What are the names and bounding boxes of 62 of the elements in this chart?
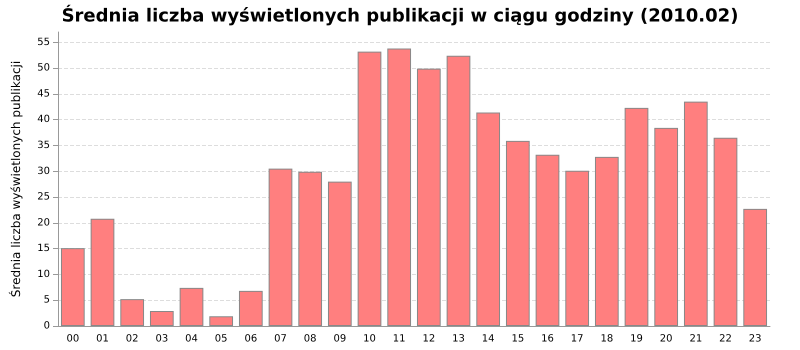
y-tick-label: 30 (37, 166, 50, 177)
bar (654, 128, 678, 326)
bar (90, 218, 114, 326)
x-tick-label: 17 (570, 334, 584, 344)
y-tick-label: 55 (37, 36, 50, 48)
x-tick-label: 09 (333, 334, 346, 344)
bar (506, 140, 530, 326)
bar (268, 168, 292, 326)
x-tick-label: 10 (363, 334, 376, 344)
y-tick-label: 25 (37, 192, 50, 203)
x-tick-label: 02 (126, 334, 139, 344)
y-tick-label: 40 (37, 114, 50, 126)
bar (684, 102, 708, 326)
x-tick-label: 23 (748, 334, 762, 344)
x-tick-label: 00 (66, 334, 80, 344)
y-axis-title: Średnia liczba wyświetlonych publikacji (8, 60, 23, 298)
y-tick-label: 45 (37, 88, 50, 100)
bar (743, 208, 768, 326)
y-tick-label: 35 (37, 140, 50, 151)
x-tick-label: 03 (155, 334, 168, 344)
x-tick-label: 14 (482, 334, 495, 344)
bar (476, 112, 500, 326)
x-tick-label: 18 (600, 334, 614, 344)
x-tick-label: 01 (96, 334, 109, 344)
bar (358, 52, 382, 326)
bar (565, 170, 590, 326)
x-tick-label: 20 (660, 334, 673, 344)
y-tick-label: 50 (37, 62, 50, 74)
y-tick-label: 10 (37, 268, 50, 280)
bar (446, 56, 470, 326)
y-tick-label: 5 (44, 294, 50, 306)
x-tick-label: 08 (304, 334, 317, 344)
x-tick-label: 06 (244, 334, 258, 344)
bar (60, 248, 85, 326)
x-tick-label: 11 (392, 334, 406, 344)
bar (594, 156, 619, 326)
bar (536, 154, 560, 326)
bar (714, 138, 738, 326)
bar (416, 68, 441, 326)
x-tick-label: 13 (452, 334, 465, 344)
bar (328, 182, 352, 326)
x-tick-label: 22 (719, 334, 732, 344)
chart-title: Średnia liczba wyświetlonych publikacji w ciągu godziny (2010.02) (62, 4, 738, 26)
bar (387, 48, 412, 326)
y-tick-label: 20 (37, 217, 50, 228)
x-tick-label: 12 (422, 334, 436, 344)
y-tick-label: 15 (37, 243, 50, 254)
x-tick-label: 19 (630, 334, 643, 344)
bar (209, 316, 234, 326)
y-tick-label: 0 (44, 320, 50, 332)
bar (150, 311, 174, 326)
x-tick-label: 07 (274, 334, 287, 344)
x-tick-label: 16 (541, 334, 554, 344)
x-tick-label: 04 (185, 334, 198, 344)
x-tick-label: 15 (511, 334, 524, 344)
x-tick-label: 21 (689, 334, 702, 344)
bar (298, 172, 322, 326)
bar (238, 290, 263, 326)
x-tick-label: 05 (214, 334, 228, 344)
bar (120, 299, 144, 326)
bar (624, 108, 648, 326)
bar (180, 288, 204, 326)
